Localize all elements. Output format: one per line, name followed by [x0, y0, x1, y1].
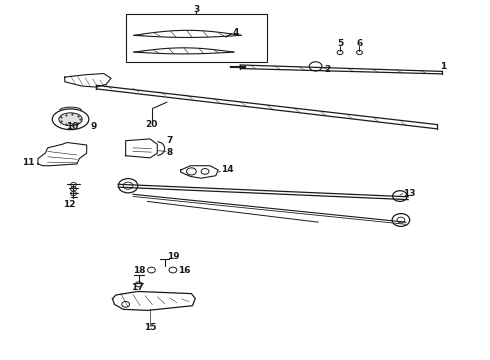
Text: 13: 13: [403, 189, 416, 198]
Text: 2: 2: [324, 66, 331, 75]
Text: 18: 18: [133, 266, 146, 275]
Text: 19: 19: [167, 252, 180, 261]
Text: 15: 15: [144, 323, 156, 332]
Text: 8: 8: [166, 148, 172, 157]
Text: 3: 3: [193, 5, 199, 14]
Text: 14: 14: [220, 166, 233, 175]
Text: 6: 6: [356, 39, 363, 48]
Text: 20: 20: [145, 120, 157, 129]
Ellipse shape: [52, 109, 89, 130]
Text: 11: 11: [22, 158, 34, 167]
Text: 16: 16: [178, 266, 190, 275]
Text: 7: 7: [166, 136, 172, 145]
Text: 5: 5: [337, 39, 343, 48]
Text: 17: 17: [131, 283, 144, 292]
Text: 9: 9: [90, 122, 97, 131]
Bar: [125, 14, 267, 62]
Text: 1: 1: [440, 62, 446, 71]
Text: 4: 4: [233, 28, 239, 37]
Ellipse shape: [59, 113, 82, 126]
Text: 10: 10: [66, 122, 78, 131]
Text: 12: 12: [63, 200, 76, 209]
